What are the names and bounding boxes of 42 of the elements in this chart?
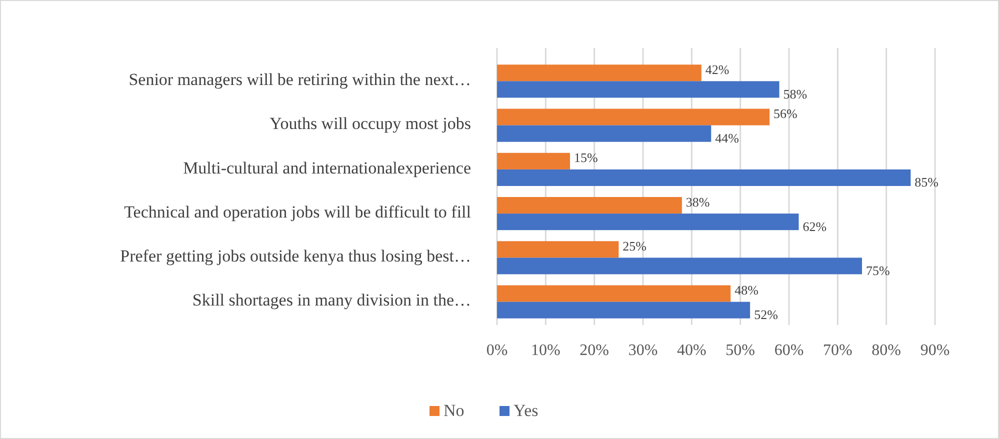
legend-label: Yes: [514, 400, 538, 420]
x-tick-label: 40%: [677, 342, 706, 359]
data-label: 15%: [574, 150, 598, 166]
bar: [497, 169, 911, 186]
data-label: 25%: [622, 238, 647, 254]
data-label: 52%: [754, 307, 778, 322]
x-tick-label: 80%: [872, 342, 901, 359]
data-label: 62%: [802, 218, 827, 234]
bar: [497, 197, 682, 214]
x-tick-label: 60%: [774, 342, 804, 359]
x-tick-label: 30%: [628, 342, 658, 359]
y-tick-label: Senior managers will be retiring within the next…: [128, 70, 471, 90]
x-tick-label: 50%: [726, 342, 755, 359]
bar: [497, 258, 862, 274]
data-label: 38%: [686, 194, 710, 210]
y-tick-label: Youths will occupy most jobs: [270, 114, 471, 134]
bar: [497, 285, 731, 302]
bar: [497, 64, 702, 82]
x-tick-label: 70%: [823, 342, 852, 359]
bar: [497, 81, 780, 98]
data-label: 85%: [914, 174, 939, 190]
bar: [497, 152, 570, 170]
legend-label: No: [444, 400, 464, 420]
data-label: 56%: [774, 106, 798, 122]
bar: [497, 125, 712, 142]
y-tick-label: Skill shortages in many division in the…: [192, 290, 471, 310]
bar: [497, 108, 770, 126]
x-tick-label: 20%: [580, 342, 609, 359]
data-label: 75%: [866, 262, 890, 278]
bar: [497, 241, 619, 258]
x-tick-label: 90%: [920, 342, 950, 359]
y-tick-label: Prefer getting jobs outside kenya thus losing best…: [120, 246, 471, 266]
x-tick-label: 0%: [486, 342, 508, 359]
bar: [497, 214, 799, 230]
x-tick-label: 10%: [531, 342, 560, 359]
y-tick-label: Multi-cultural and internationalexperience: [183, 158, 471, 178]
bar: [497, 302, 750, 318]
data-label: 42%: [705, 62, 730, 77]
data-label: 58%: [783, 86, 808, 102]
y-tick-label: Technical and operation jobs will be difficult to fill: [124, 202, 472, 222]
data-label: 48%: [734, 282, 759, 298]
data-label: 44%: [715, 130, 740, 146]
